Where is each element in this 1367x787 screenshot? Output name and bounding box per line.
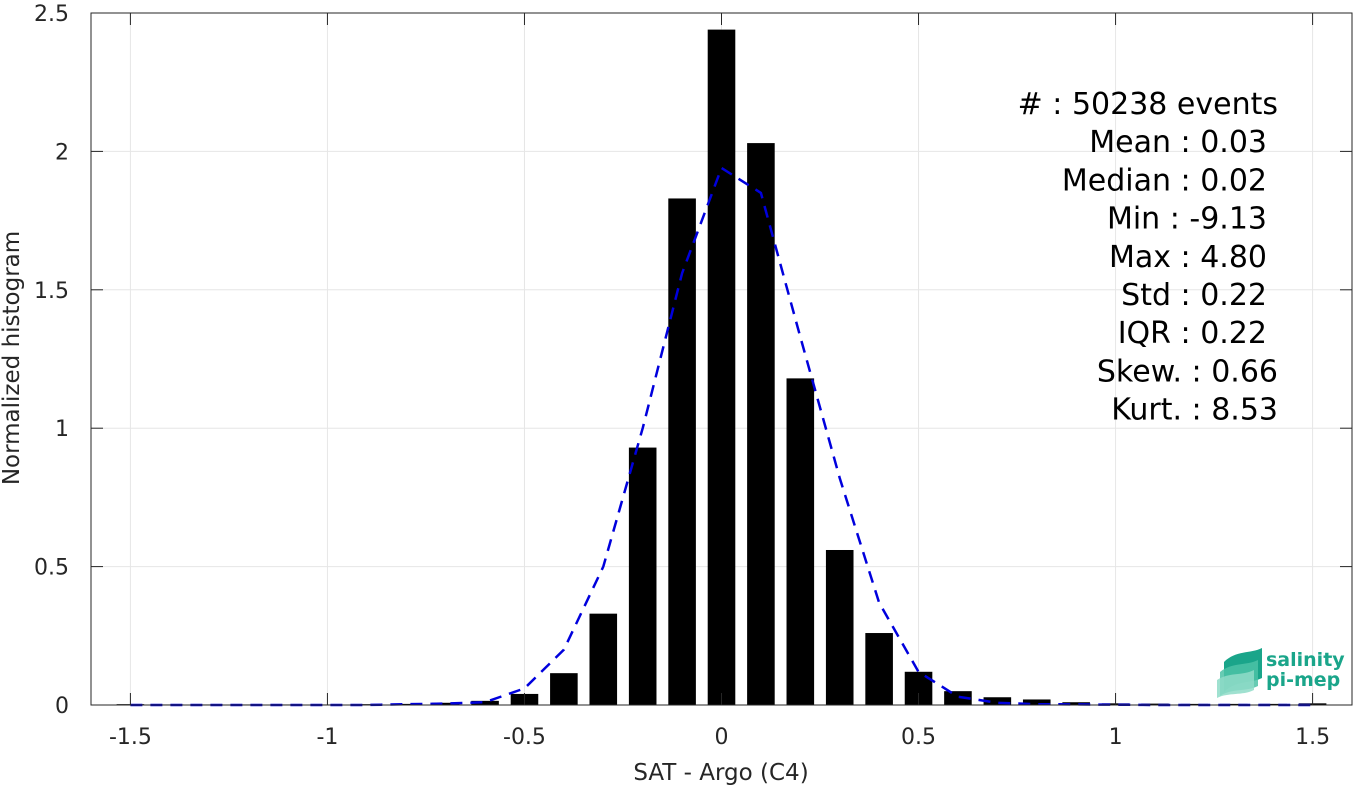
histogram-bar bbox=[1022, 699, 1051, 705]
y-tick-labels: 0 0.5 1 1.5 2 2.5 bbox=[34, 2, 69, 719]
histogram-bar bbox=[786, 378, 815, 705]
histogram-bar bbox=[392, 703, 421, 705]
logo-text-line2: pi-mep bbox=[1266, 669, 1340, 691]
x-tick-label: 0.5 bbox=[901, 725, 936, 750]
y-tick-label: 1.5 bbox=[34, 279, 69, 304]
salinity-pi-mep-logo: salinity pi-mep bbox=[1217, 648, 1345, 698]
x-axis-label: SAT - Argo (C4) bbox=[633, 760, 808, 786]
histogram-bar bbox=[944, 691, 972, 705]
x-tick-labels: -1.5 -1 -0.5 0 0.5 1 1.5 bbox=[109, 725, 1330, 750]
stats-line: Mean : 0.03 bbox=[1089, 125, 1267, 160]
stats-line: Std : 0.22 bbox=[1121, 278, 1267, 313]
logo-wave-icon bbox=[1217, 648, 1262, 698]
histogram-bars bbox=[116, 29, 1327, 706]
x-tick-label: -1.5 bbox=[109, 725, 152, 750]
histogram-bar bbox=[668, 198, 696, 705]
histogram-bar bbox=[471, 700, 499, 705]
y-tick-label: 1 bbox=[55, 417, 69, 442]
x-tick-label: -0.5 bbox=[503, 725, 546, 750]
logo-text-line1: salinity bbox=[1266, 649, 1345, 671]
histogram-bar bbox=[747, 143, 775, 705]
x-tick-label: 1 bbox=[1109, 725, 1123, 750]
histogram-bar bbox=[550, 673, 578, 705]
x-tick-label: 1.5 bbox=[1295, 725, 1330, 750]
stats-line: Min : -9.13 bbox=[1107, 202, 1267, 237]
histogram-bar bbox=[1180, 703, 1209, 705]
x-tick-label: 0 bbox=[715, 725, 729, 750]
histogram-bar bbox=[1062, 702, 1090, 705]
y-tick-label: 2.5 bbox=[34, 2, 69, 27]
histogram-bar bbox=[628, 447, 657, 705]
stats-line: Kurt. : 8.53 bbox=[1111, 393, 1278, 428]
histogram-bar bbox=[1219, 703, 1248, 705]
x-tick-label: -1 bbox=[316, 725, 338, 750]
histogram-bar bbox=[825, 549, 854, 705]
histogram-bar bbox=[1259, 703, 1287, 705]
stats-line: Skew. : 0.66 bbox=[1097, 354, 1278, 389]
histogram-bar bbox=[707, 29, 736, 706]
stats-line: # : 50238 events bbox=[1018, 87, 1278, 122]
stats-line: IQR : 0.22 bbox=[1118, 316, 1267, 351]
histogram-bar bbox=[431, 702, 460, 705]
histogram-bar bbox=[1141, 703, 1169, 705]
histogram-bar bbox=[983, 697, 1012, 705]
y-tick-label: 2 bbox=[55, 140, 69, 165]
histogram-bar bbox=[865, 633, 893, 705]
stats-line: Median : 0.02 bbox=[1062, 163, 1267, 198]
y-tick-label: 0 bbox=[55, 694, 69, 719]
axis-ticks bbox=[91, 12, 1352, 706]
histogram-bar bbox=[589, 613, 618, 705]
stats-line: Max : 4.80 bbox=[1109, 240, 1267, 275]
y-axis-label: Normalized histogram bbox=[0, 231, 25, 485]
y-tick-label: 0.5 bbox=[34, 556, 69, 581]
